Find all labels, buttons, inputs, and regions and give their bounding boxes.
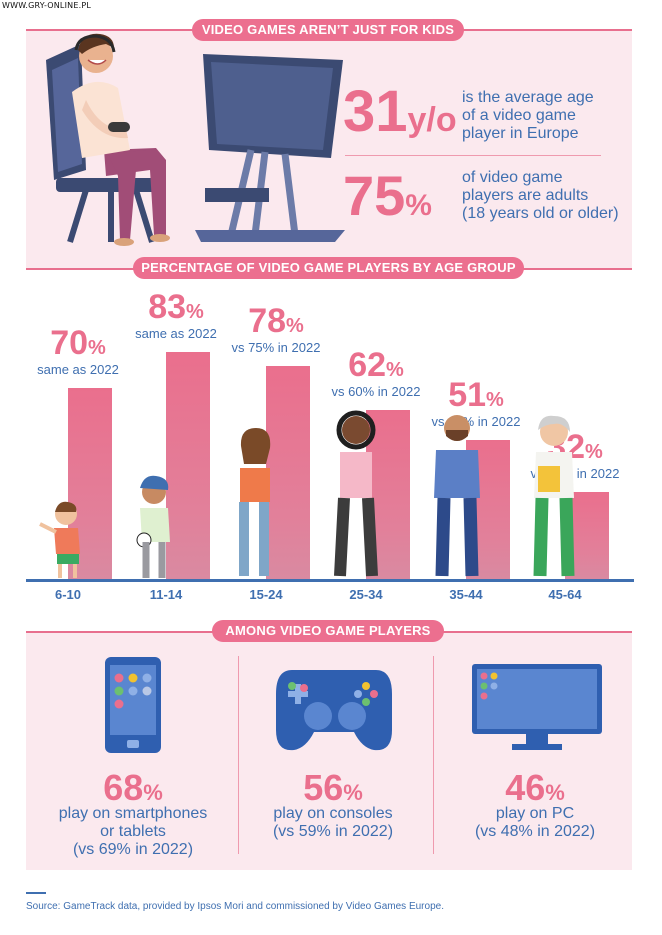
age-bar	[166, 352, 210, 579]
monitor-icon	[472, 664, 602, 750]
smartphone-description: play on smartphones or tablets (vs 69% i…	[33, 805, 233, 859]
average-age-line: is the average age	[462, 89, 594, 106]
age-bar-value-number: 70	[50, 323, 89, 362]
console-stat: 56%	[238, 767, 428, 809]
age-bar-note: same as 2022	[135, 326, 217, 342]
age-bar-value-number: 62	[348, 345, 387, 384]
gamer-illustration	[46, 33, 170, 246]
senior-woman-figure-icon	[533, 415, 575, 577]
console-line: (vs 59% in 2022)	[272, 823, 394, 840]
smartphone-line: or tablets	[100, 823, 166, 840]
smartphone-line: (vs 69% in 2022)	[72, 841, 194, 858]
adult-share-number: 75	[343, 164, 406, 227]
age-bar-value-unit: %	[486, 388, 504, 411]
adult-share-unit: %	[405, 189, 432, 222]
age-bar-note: same as 2022	[37, 361, 119, 377]
smartphone-icon	[105, 657, 161, 753]
average-age-description: is the average age of a video game playe…	[462, 89, 594, 143]
average-age-line: of a video game	[462, 107, 576, 124]
adult-share-line: of video game	[462, 169, 563, 186]
age-tick-label: 6-10	[54, 587, 82, 602]
adult-man-figure-icon	[434, 415, 480, 577]
smartphone-value: 68	[103, 767, 144, 808]
age-section-title: PERCENTAGE OF VIDEO GAME PLAYERS BY AGE …	[133, 257, 524, 279]
console-line: play on consoles	[273, 805, 393, 822]
pc-line: play on PC	[495, 805, 575, 822]
console-value: 56	[303, 767, 344, 808]
age-bar-note: vs 75% in 2022	[231, 340, 321, 356]
age-tick-label: 11-14	[149, 587, 183, 602]
age-bar-value-unit: %	[186, 301, 204, 324]
child-figure-icon	[39, 501, 80, 578]
adult-share-value: 75%	[343, 167, 432, 235]
age-bar-value-unit: %	[386, 358, 404, 381]
age-bar	[266, 366, 310, 579]
age-bar-value-number: 51	[448, 375, 487, 414]
age-bar-value-unit: %	[286, 315, 304, 338]
preteen-figure-icon	[136, 475, 170, 578]
pc-line: (vs 48% in 2022)	[474, 823, 596, 840]
header-title: VIDEO GAMES AREN’T JUST FOR KIDS	[192, 19, 464, 41]
pc-value: 46	[505, 767, 546, 808]
monitor-illustration	[195, 54, 345, 242]
source-note: Source: GameTrack data, provided by Ipso…	[26, 901, 444, 912]
pc-stat: 46%	[440, 767, 630, 809]
age-bar-value: 62%	[321, 346, 431, 385]
stats-separator	[345, 155, 601, 156]
teen-figure-icon	[239, 428, 271, 576]
console-unit: %	[343, 780, 363, 805]
gamepad-icon	[276, 670, 392, 751]
age-tick-label: 25-34	[349, 587, 383, 602]
adult-share-line: players are adults	[462, 187, 589, 204]
pc-unit: %	[545, 780, 565, 805]
age-bar-value: 70%	[23, 324, 133, 363]
age-bar-value: 83%	[121, 288, 231, 327]
devices-section-title: AMONG VIDEO GAME PLAYERS	[212, 620, 444, 642]
average-age-number: 31	[343, 79, 408, 144]
age-bar-note: vs 60% in 2022	[331, 383, 421, 399]
adult-share-description: of video game players are adults (18 yea…	[462, 169, 619, 223]
smartphone-stat: 68%	[38, 767, 228, 809]
age-bar-value-unit: %	[88, 336, 106, 359]
smartphone-line: play on smartphones	[58, 805, 208, 822]
console-description: play on consoles (vs 59% in 2022)	[233, 805, 433, 841]
age-bar-value-unit: %	[585, 440, 603, 463]
source-rule	[26, 892, 46, 894]
age-tick-label: 15-24	[249, 587, 283, 602]
chart-baseline	[26, 579, 634, 582]
average-age-value: 31y/o	[343, 82, 457, 150]
age-bar-value: 51%	[421, 376, 531, 415]
average-age-unit: y/o	[407, 101, 457, 139]
devices-divider	[433, 656, 434, 854]
watermark: WWW.GRY-ONLINE.PL	[2, 1, 92, 10]
age-bar-value-number: 78	[248, 302, 287, 341]
age-tick-label: 35-44	[449, 587, 483, 602]
adult-share-line: (18 years old or older)	[462, 205, 619, 222]
pc-description: play on PC (vs 48% in 2022)	[435, 805, 635, 841]
average-age-line: player in Europe	[462, 125, 579, 142]
age-bar-value-number: 83	[148, 288, 187, 327]
smartphone-unit: %	[143, 780, 163, 805]
devices-divider	[238, 656, 239, 854]
age-tick-label: 45-64	[548, 587, 582, 602]
young-adult-figure-icon	[334, 410, 378, 577]
age-bar-value: 78%	[221, 302, 331, 341]
